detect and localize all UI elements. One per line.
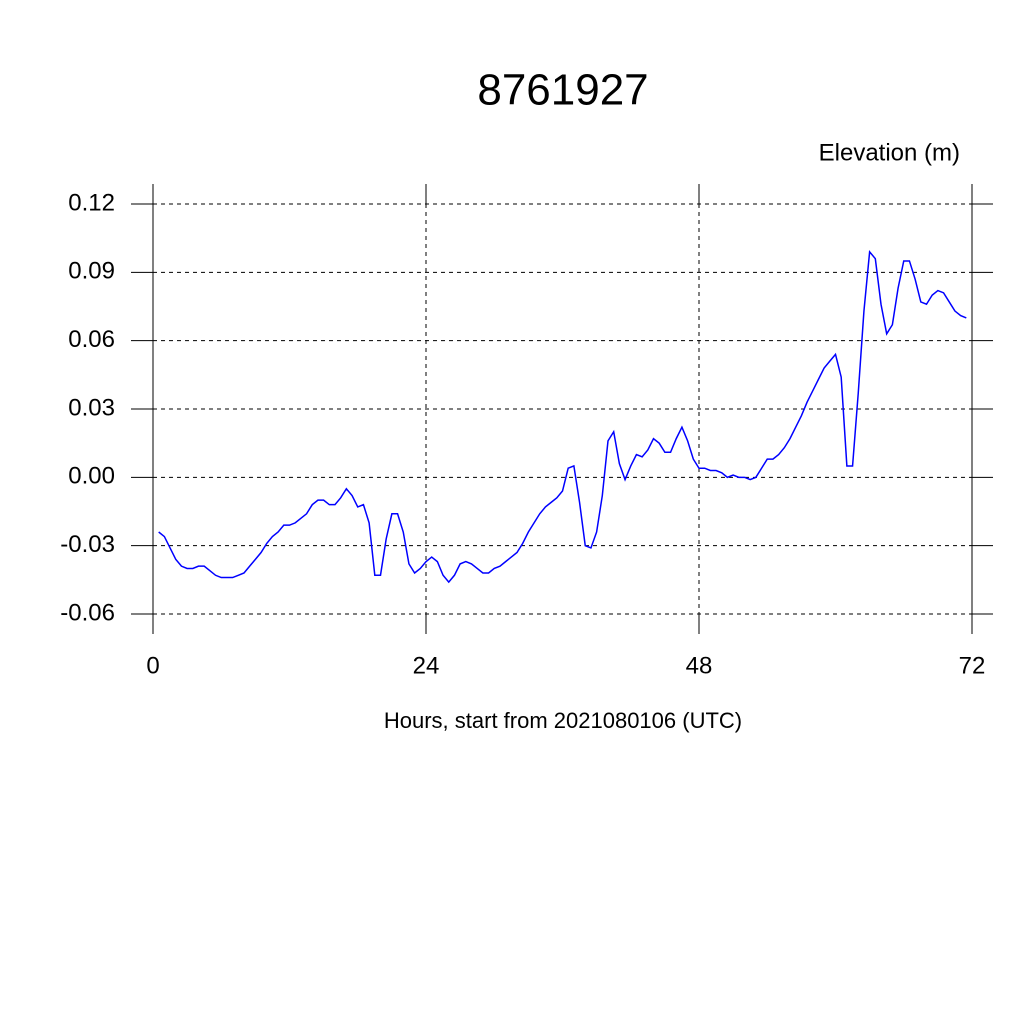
y-tick-label: 0.09 <box>68 258 115 285</box>
x-tick-label: 24 <box>413 652 440 679</box>
x-tick-label: 0 <box>146 652 159 679</box>
y-tick-label: 0.06 <box>68 326 115 353</box>
y-tick-label: -0.06 <box>60 599 115 626</box>
x-tick-label: 72 <box>959 652 986 679</box>
y-axis-label: Elevation (m) <box>819 139 960 166</box>
y-tick-label: 0.12 <box>68 189 115 216</box>
y-tick-label: -0.03 <box>60 531 115 558</box>
y-tick-label: 0.03 <box>68 394 115 421</box>
data-line <box>158 249 967 584</box>
x-axis-label: Hours, start from 2021080106 (UTC) <box>384 708 742 733</box>
chart-title: 8761927 <box>477 66 648 115</box>
y-tick-label: 0.00 <box>68 463 115 490</box>
x-tick-label: 48 <box>686 652 713 679</box>
